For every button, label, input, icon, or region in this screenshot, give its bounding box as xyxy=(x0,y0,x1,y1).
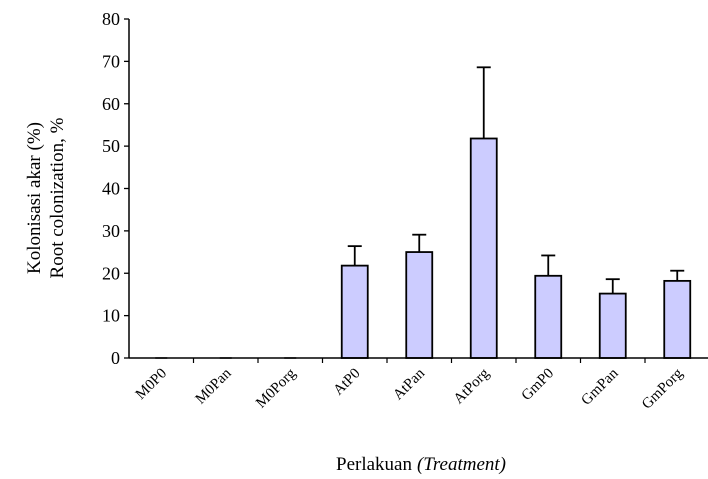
y-axis-label: Kolonisasi akar (%) Root colonization, % xyxy=(24,117,68,278)
bar xyxy=(340,264,369,359)
x-tick-label: AtPorg xyxy=(451,365,493,407)
bar xyxy=(405,251,434,359)
y-axis-label-line2: Root colonization, % xyxy=(47,117,68,278)
y-tick-label: 80 xyxy=(102,9,120,29)
x-tick-label: GmP0 xyxy=(519,366,557,404)
y-tick-label: 0 xyxy=(111,348,120,368)
x-axis-label-italic: (Treatment) xyxy=(417,454,506,475)
bar xyxy=(663,279,692,359)
bars xyxy=(155,137,692,359)
bar xyxy=(598,292,627,359)
y-tick-label: 30 xyxy=(102,221,120,241)
y-tick-label: 60 xyxy=(102,94,120,114)
y-tick-label: 40 xyxy=(102,179,120,199)
x-tick-label: M0Pan xyxy=(193,365,235,407)
y-tick-label: 50 xyxy=(102,136,120,156)
x-tick-label: AtPan xyxy=(390,365,428,403)
x-tick-label: M0Porg xyxy=(253,365,299,411)
axes xyxy=(128,19,708,363)
x-axis-label: Perlakuan (Treatment) xyxy=(336,454,506,475)
y-tick-label: 70 xyxy=(102,51,120,71)
bar xyxy=(469,137,498,359)
x-tick-label: AtP0 xyxy=(330,366,363,399)
y-axis-label-line1: Kolonisasi akar (%) xyxy=(24,122,45,274)
y-tick-label: 10 xyxy=(102,306,120,326)
y-ticks: 0 10 20 30 40 50 60 70 80 xyxy=(102,9,129,368)
x-tick-label: M0P0 xyxy=(133,366,170,403)
x-tick-labels: M0P0 M0Pan M0Porg AtP0 AtPan AtPorg GmP0 GmPan G… xyxy=(133,365,687,412)
x-tick-label: GmPorg xyxy=(639,365,686,412)
bar xyxy=(534,274,563,359)
error-bars xyxy=(347,66,685,294)
x-axis-label-main: Perlakuan xyxy=(336,454,412,475)
x-tick-label: GmPan xyxy=(578,365,621,408)
y-tick-label: 20 xyxy=(102,263,120,283)
